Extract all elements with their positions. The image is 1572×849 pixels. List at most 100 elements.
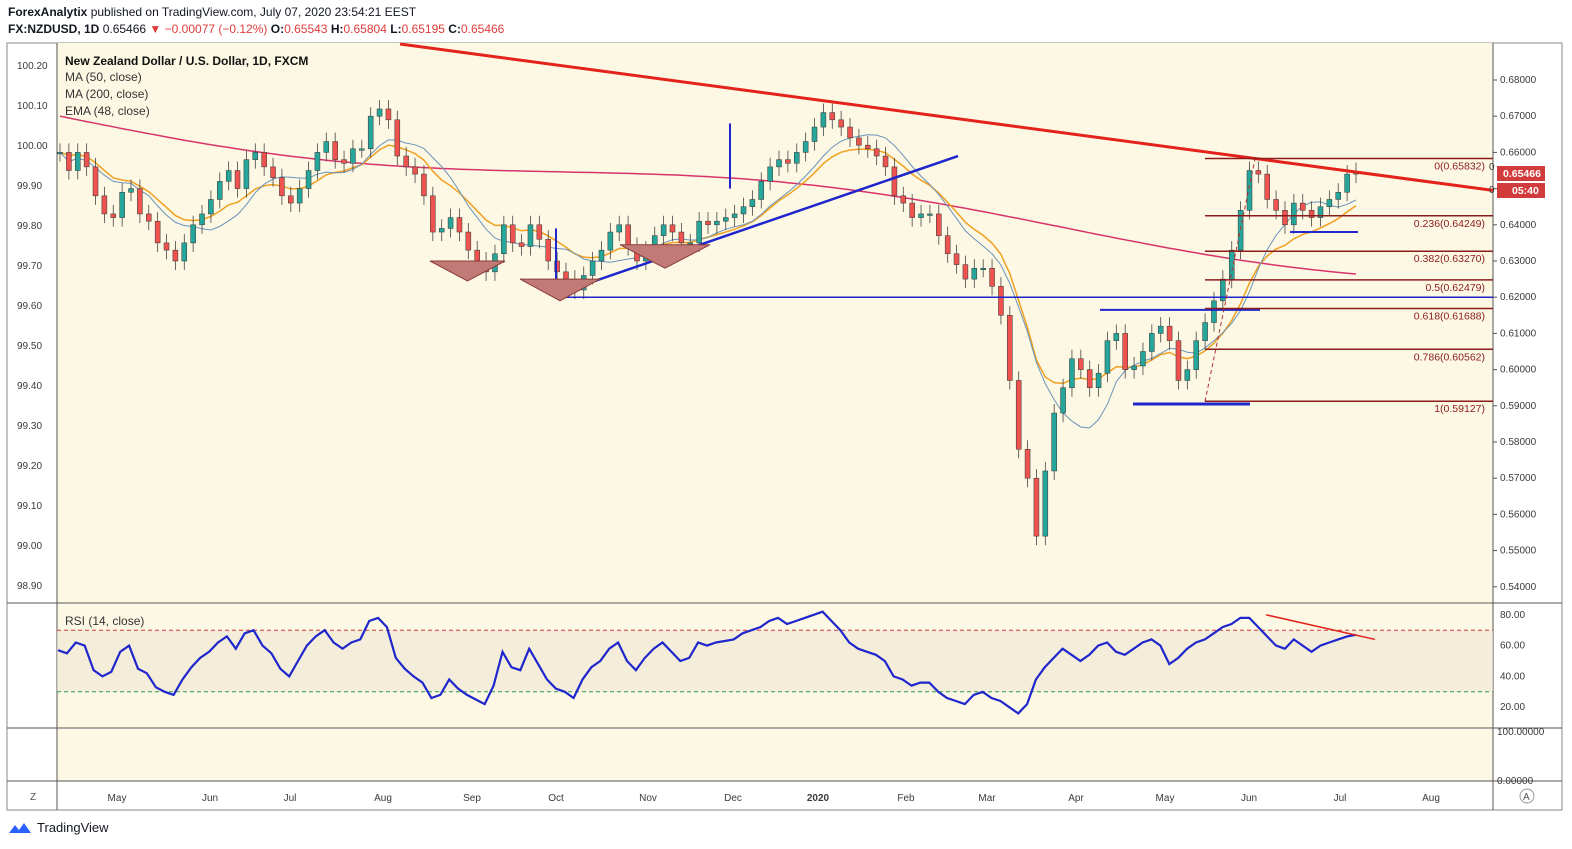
candle-body (1228, 249, 1235, 280)
candle-body (1291, 202, 1297, 226)
candle-body (731, 213, 738, 218)
candle-body (1211, 300, 1217, 323)
candle-body (1308, 210, 1315, 218)
candle-body (696, 220, 702, 244)
rsi-axis-tick: 40.00 (1500, 671, 1525, 682)
low-value: 0.65195 (401, 22, 445, 36)
legend-rsi[interactable]: RSI (14, close) (65, 614, 144, 628)
candle-body (190, 224, 196, 244)
legend-ma50[interactable]: MA (50, close) (65, 70, 142, 84)
x-axis-tick: Dec (724, 793, 742, 804)
candle-body (971, 267, 978, 280)
ma200-line (59, 115, 1357, 275)
pattern-triangle (519, 278, 601, 302)
time-badge: 05:40 (1512, 185, 1539, 197)
candle-body (660, 224, 667, 236)
open-value: 0.65543 (284, 22, 328, 36)
candle-body (563, 271, 569, 280)
candle-body (944, 235, 951, 255)
candle-body (723, 217, 729, 222)
x-axis-tick: Mar (978, 793, 996, 804)
legend-ema48[interactable]: EMA (48, close) (65, 104, 150, 118)
left-axis-tick: 99.70 (17, 261, 42, 272)
left-axis-tick: 99.90 (17, 181, 42, 192)
candle-body (936, 213, 942, 236)
left-axis-tick: 99.50 (17, 341, 42, 352)
legend-ma200[interactable]: MA (200, close) (65, 87, 148, 101)
x-axis-tick: Aug (374, 793, 392, 804)
zoom-button[interactable]: Z (30, 792, 36, 803)
candle-body (1166, 325, 1173, 341)
candle-body (154, 220, 161, 244)
left-axis-tick: 99.10 (17, 501, 42, 512)
candle-body (998, 286, 1004, 316)
candle-body (669, 224, 676, 233)
candle-body (101, 195, 108, 215)
candle-body (110, 213, 117, 218)
candle-body (57, 152, 63, 155)
price-change: −0.00077 (−0.12%) (164, 22, 268, 36)
candle-body (119, 191, 125, 218)
right-axis-tick: 0.55000 (1500, 546, 1537, 557)
rsi-axis-tick: 60.00 (1500, 641, 1525, 652)
fib-level-label: 0.5(0.62479) (1425, 282, 1485, 294)
candle-body (953, 253, 960, 265)
candle-body (1193, 340, 1199, 370)
candle-body (332, 141, 338, 160)
candle-body (146, 213, 152, 222)
candle-body (163, 242, 170, 251)
candle-body (270, 166, 276, 178)
candle-body (927, 213, 933, 216)
candle-body (394, 119, 401, 157)
high-value: 0.65804 (343, 22, 387, 36)
candle-body (962, 264, 969, 280)
candle-body (305, 170, 312, 189)
candle-body (341, 159, 347, 164)
candle-body (225, 170, 232, 182)
candle-body (847, 126, 853, 139)
candle-body (1033, 477, 1040, 537)
candle-body (865, 144, 871, 150)
candle-body (811, 126, 818, 142)
open-label: O: (270, 22, 285, 36)
candle-body (536, 224, 543, 240)
right-axis-tick: 0.62000 (1500, 292, 1537, 303)
author-name[interactable]: ForexAnalytix (8, 5, 88, 19)
candle-body (1326, 199, 1333, 207)
auto-scale-button[interactable]: A (1523, 792, 1530, 803)
tradingview-logo[interactable]: TradingView (8, 820, 109, 835)
symbol-label[interactable]: FX:NZDUSD, 1D (8, 22, 100, 36)
candle-body (1282, 210, 1288, 226)
rsi-divergence-line (1265, 614, 1376, 641)
candle-body (607, 231, 614, 251)
pattern-triangle (429, 260, 506, 282)
right-axis-tick: 0.64000 (1500, 220, 1537, 231)
x-axis-tick: Jun (1241, 793, 1257, 804)
candle-body (749, 199, 756, 207)
candle-body (678, 231, 685, 244)
candle-body (1149, 333, 1155, 352)
candle-body (199, 213, 205, 226)
candle-body (882, 155, 889, 168)
right-axis-tick: 0.57000 (1500, 473, 1537, 484)
candle-body (314, 152, 321, 171)
candle-body (128, 188, 134, 193)
candle-body (501, 224, 507, 255)
x-axis-tick: Jul (284, 793, 297, 804)
candle-body (261, 152, 267, 168)
high-label: H: (330, 22, 344, 36)
lower-tick-1: 0.00000 (1497, 776, 1534, 787)
price-badge-bg (1497, 166, 1545, 181)
candle-body (1095, 372, 1102, 388)
ma50-line (59, 134, 1357, 429)
right-axis-tick: 0.54000 (1500, 582, 1537, 593)
candle-body (83, 152, 90, 168)
auto-scale-ring (1519, 788, 1535, 804)
candle-body (430, 195, 436, 233)
right-axis-tick: 0.68000 (1500, 75, 1537, 86)
candle-body (518, 242, 525, 247)
x-axis-tick: Jun (202, 793, 218, 804)
candle-body (1175, 340, 1182, 381)
candle-body (1157, 325, 1164, 334)
